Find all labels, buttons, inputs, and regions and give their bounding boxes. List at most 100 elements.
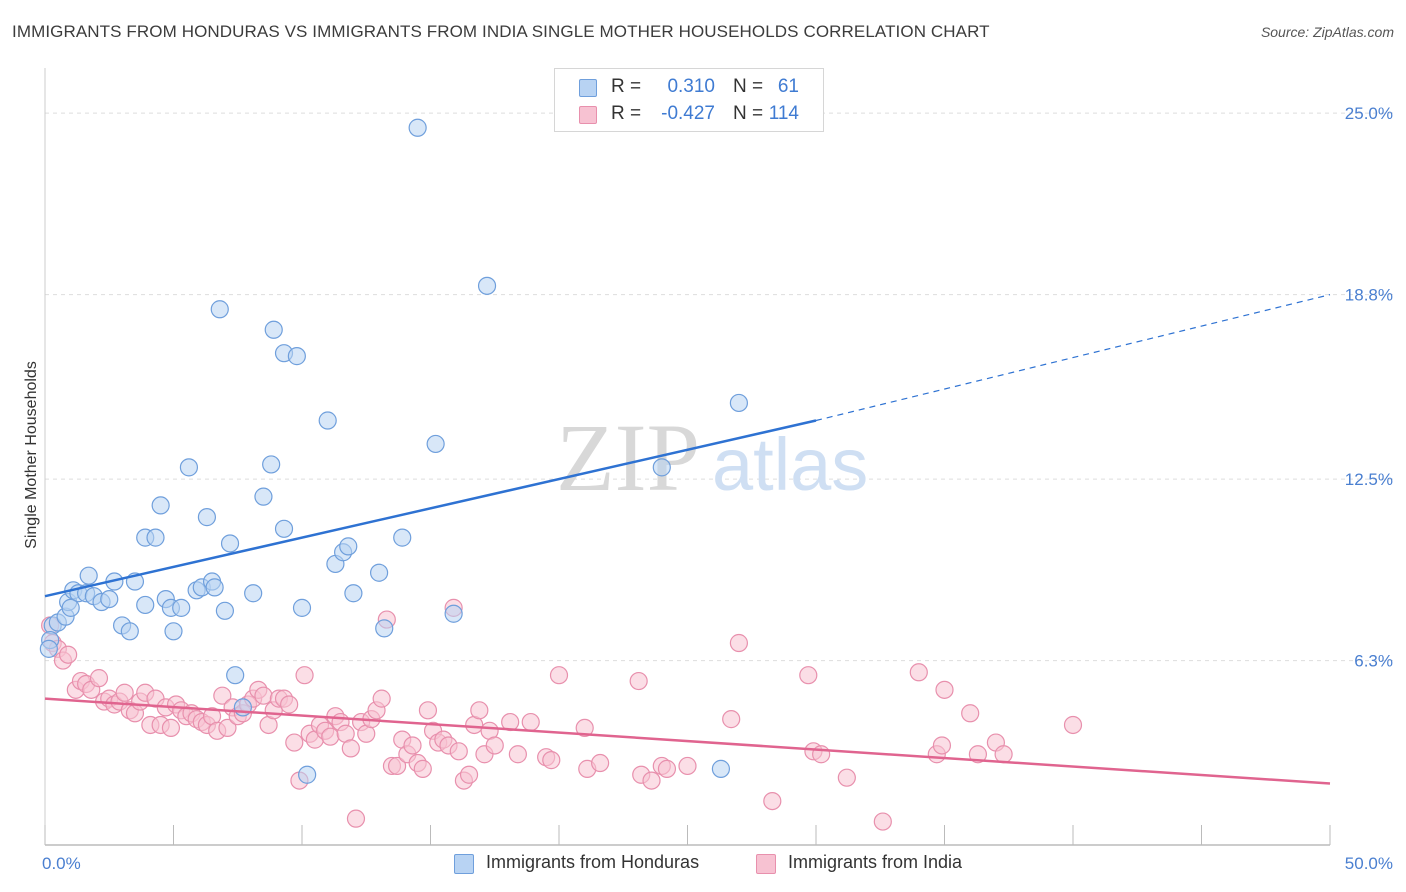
honduras-point (244, 584, 263, 603)
honduras-point (146, 528, 165, 547)
honduras-point (120, 622, 139, 641)
honduras-point (215, 601, 234, 620)
honduras-trend-extension (815, 294, 1331, 422)
honduras-point (274, 519, 294, 538)
honduras-point (262, 455, 281, 474)
honduras-point (226, 666, 245, 685)
india-point (418, 701, 438, 720)
honduras-points (39, 118, 749, 784)
honduras-point (254, 487, 273, 506)
legend-n-value: 114 (768, 103, 799, 124)
axes (44, 68, 1331, 846)
india-point (629, 671, 648, 691)
legend-r-value: 0.310 (667, 76, 715, 97)
x-tick-label: 0.0% (42, 854, 81, 873)
india-point (968, 745, 988, 764)
india-point (909, 663, 928, 682)
india-point (115, 683, 134, 702)
india-point (542, 751, 561, 770)
india-point (470, 701, 489, 720)
axis-labels: 6.3% 12.5% 18.8% 25.0% 0.0% 50.0% (42, 104, 1393, 873)
honduras-swatch (454, 854, 474, 874)
india-point (485, 736, 504, 755)
honduras-point (220, 534, 240, 553)
honduras-point (210, 300, 229, 319)
honduras-trend-line (44, 419, 817, 598)
honduras-point (292, 598, 312, 617)
honduras-point (344, 584, 363, 603)
trend-lines (44, 294, 1331, 785)
india-point (403, 736, 422, 755)
india-point (321, 727, 340, 746)
india-point (280, 695, 299, 714)
india-point (1063, 715, 1083, 735)
honduras-point (287, 347, 306, 366)
y-tick-label: 12.5% (1345, 470, 1393, 489)
honduras-point (426, 434, 445, 454)
honduras-point (393, 528, 412, 547)
honduras-point (151, 496, 170, 515)
legend-r-value: -0.427 (661, 103, 715, 124)
grid-lines (45, 112, 1395, 662)
watermark: ZIP atlas (556, 404, 868, 511)
honduras-point (652, 458, 671, 477)
india-point (763, 791, 782, 811)
honduras-point (339, 537, 358, 556)
y-tick-label: 25.0% (1345, 104, 1393, 123)
india-point (341, 739, 360, 758)
honduras-point (136, 595, 155, 615)
legend-n-label: N = (733, 76, 764, 97)
india-point (161, 718, 181, 738)
legend-row-honduras: R = 0.310 N = 61 (555, 74, 823, 100)
honduras-point (444, 604, 463, 623)
india-point (575, 718, 594, 738)
honduras-point (172, 598, 191, 617)
honduras-point (729, 393, 749, 413)
honduras-point (408, 118, 427, 137)
india-point (387, 756, 407, 776)
india-point (521, 712, 540, 732)
honduras-point (711, 759, 731, 778)
chart-title: IMMIGRANTS FROM HONDURAS VS IMMIGRANTS F… (12, 22, 990, 41)
india-point (799, 666, 818, 685)
honduras-point (318, 411, 337, 430)
india-point (295, 666, 314, 685)
india-point (508, 745, 527, 764)
legend-n-value: 61 (777, 76, 799, 97)
india-point (591, 753, 610, 773)
india-swatch (579, 106, 597, 124)
india-point (549, 666, 569, 685)
honduras-point (164, 622, 183, 641)
india-legend-label: Immigrants from India (788, 852, 963, 872)
y-tick-label: 6.3% (1354, 652, 1393, 671)
india-points (41, 598, 1083, 831)
correlation-legend: R = 0.310 N = 61 R = -0.427 N = 114 (554, 68, 824, 132)
india-point (932, 736, 952, 755)
honduras-point (298, 765, 317, 784)
india-point (59, 645, 78, 664)
honduras-point (79, 566, 98, 585)
honduras-swatch (579, 79, 597, 97)
honduras-point (179, 458, 199, 477)
india-point (89, 669, 109, 688)
honduras-point (39, 639, 58, 658)
india-point (873, 812, 892, 831)
india-point (994, 745, 1013, 764)
india-point (346, 809, 366, 828)
honduras-point (264, 320, 283, 339)
honduras-point (100, 589, 119, 609)
honduras-point (370, 563, 389, 582)
india-point (961, 704, 980, 723)
india-point (678, 756, 697, 776)
india-point (459, 765, 479, 784)
watermark-zip: ZIP (556, 404, 700, 511)
chart-source: Source: ZipAtlas.com (1260, 24, 1394, 40)
legend-r-label: R = (611, 76, 642, 97)
watermark-atlas: atlas (712, 423, 868, 506)
honduras-point (205, 578, 224, 597)
y-axis-title: Single Mother Households (23, 361, 40, 549)
honduras-point (233, 698, 252, 717)
legend-row-india: R = -0.427 N = 114 (555, 101, 823, 127)
honduras-point (61, 598, 80, 617)
